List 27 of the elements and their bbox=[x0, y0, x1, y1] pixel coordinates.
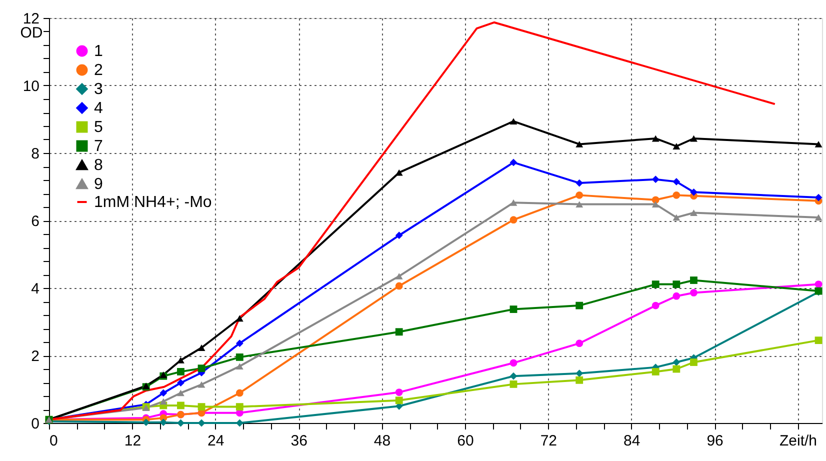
legend-label: 8 bbox=[94, 157, 103, 174]
x-tick-label: 72 bbox=[540, 432, 557, 450]
legend-label: 4 bbox=[94, 100, 103, 117]
y-tick-label: 8 bbox=[31, 146, 40, 162]
x-tick-label: Zeit/h bbox=[779, 432, 817, 450]
y-tick-label: 12 bbox=[22, 10, 40, 28]
x-tick-label: 0 bbox=[50, 432, 58, 450]
x-tick-label: 12 bbox=[124, 432, 142, 450]
x-tick-label: 84 bbox=[624, 432, 640, 450]
legend-label: 5 bbox=[94, 119, 103, 136]
legend-label: 1 bbox=[94, 43, 103, 60]
y-axis-title: OD bbox=[20, 24, 43, 42]
x-tick-label: 48 bbox=[374, 432, 391, 450]
y-tick-label: 4 bbox=[31, 280, 40, 298]
x-tick-label: 24 bbox=[208, 432, 224, 450]
y-tick-label: 10 bbox=[22, 78, 40, 95]
x-tick-label: 96 bbox=[706, 432, 724, 450]
y-tick-label: 0 bbox=[31, 416, 40, 432]
x-tick-label: 60 bbox=[457, 432, 474, 450]
legend-label: 1mM NH4+; -Mo bbox=[94, 194, 212, 211]
x-tick-label: 36 bbox=[290, 432, 308, 450]
y-tick-label: 2 bbox=[31, 348, 40, 365]
legend-label: 9 bbox=[94, 176, 103, 193]
legend-label: 7 bbox=[94, 138, 103, 155]
legend-label: 2 bbox=[94, 62, 103, 79]
legend-label: 3 bbox=[94, 81, 103, 98]
y-tick-label: 6 bbox=[31, 213, 40, 230]
